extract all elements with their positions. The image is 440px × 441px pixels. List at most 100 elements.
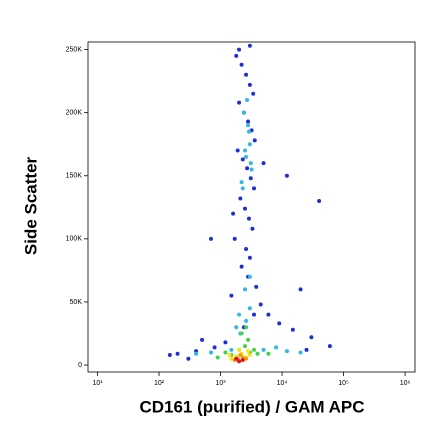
point (240, 358, 245, 363)
x-tick-label: 10¹ (92, 380, 103, 387)
point (247, 352, 252, 357)
y-tick-label: 250K (66, 46, 83, 53)
point (227, 352, 232, 357)
point (261, 347, 266, 352)
point (246, 119, 251, 124)
point (244, 154, 249, 159)
y-tick-label: 150K (66, 173, 83, 180)
point (209, 350, 214, 355)
point (223, 340, 228, 345)
point (284, 349, 289, 354)
point (309, 335, 314, 340)
point (234, 356, 239, 361)
y-tick-label: 200K (66, 110, 83, 117)
point (194, 351, 199, 356)
point (255, 351, 260, 356)
point (237, 47, 242, 52)
point (261, 161, 266, 166)
point (274, 345, 279, 350)
point (247, 274, 252, 279)
point (229, 356, 234, 361)
x-tick-label: 10⁴ (277, 380, 288, 387)
point (200, 337, 205, 342)
point (249, 167, 254, 172)
point (237, 312, 242, 317)
x-axis-title: CD161 (purified) / GAM APC (139, 397, 364, 416)
point (246, 349, 251, 354)
point (175, 351, 180, 356)
point (237, 100, 242, 105)
point (243, 206, 248, 211)
point (232, 236, 237, 241)
point (238, 352, 243, 357)
point (229, 347, 234, 352)
point (258, 302, 263, 307)
point (247, 82, 252, 87)
point (248, 176, 253, 181)
point (248, 161, 253, 166)
point (229, 293, 234, 298)
point (266, 351, 271, 356)
point (237, 359, 242, 364)
y-tick-label: 50K (70, 299, 83, 306)
point (252, 347, 257, 352)
y-tick-label: 100K (66, 236, 83, 243)
point (223, 350, 228, 355)
point (240, 186, 245, 191)
point (244, 72, 249, 77)
point (247, 255, 252, 260)
point (186, 356, 191, 361)
point (244, 325, 249, 330)
point (240, 157, 245, 162)
point (304, 347, 309, 352)
point (246, 129, 251, 134)
x-tick-label: 10⁵ (338, 380, 349, 387)
point (244, 318, 249, 323)
point (239, 331, 244, 336)
point (250, 226, 255, 231)
y-axis-title: Side Scatter (21, 156, 40, 255)
point (239, 62, 244, 67)
point (317, 199, 322, 204)
point (327, 344, 332, 349)
point (247, 306, 252, 311)
point (243, 344, 248, 349)
point (231, 211, 236, 216)
x-tick-label: 10³ (215, 380, 226, 387)
point (246, 123, 251, 128)
point (237, 347, 242, 352)
point (245, 98, 250, 103)
point (247, 43, 252, 48)
point (215, 355, 220, 360)
point (247, 142, 252, 147)
point (209, 236, 214, 241)
x-tick-label: 10² (154, 380, 165, 387)
point (290, 327, 295, 332)
point (246, 337, 251, 342)
point (243, 287, 248, 292)
point (241, 110, 246, 115)
point (252, 186, 257, 191)
y-tick-label: 0 (78, 362, 82, 369)
point (251, 91, 256, 96)
point (277, 321, 282, 326)
point (266, 312, 271, 317)
point (167, 352, 172, 357)
point (298, 287, 303, 292)
point (238, 196, 243, 201)
x-tick-label: 10⁶ (400, 380, 411, 387)
point (284, 173, 289, 178)
point (239, 180, 244, 185)
point (235, 148, 240, 153)
plot-frame (87, 41, 416, 373)
point (245, 166, 250, 171)
point (234, 325, 239, 330)
point (298, 350, 303, 355)
point (252, 312, 257, 317)
point (254, 284, 259, 289)
point (243, 148, 248, 153)
point (212, 345, 217, 350)
point (252, 138, 257, 143)
point (234, 53, 239, 58)
